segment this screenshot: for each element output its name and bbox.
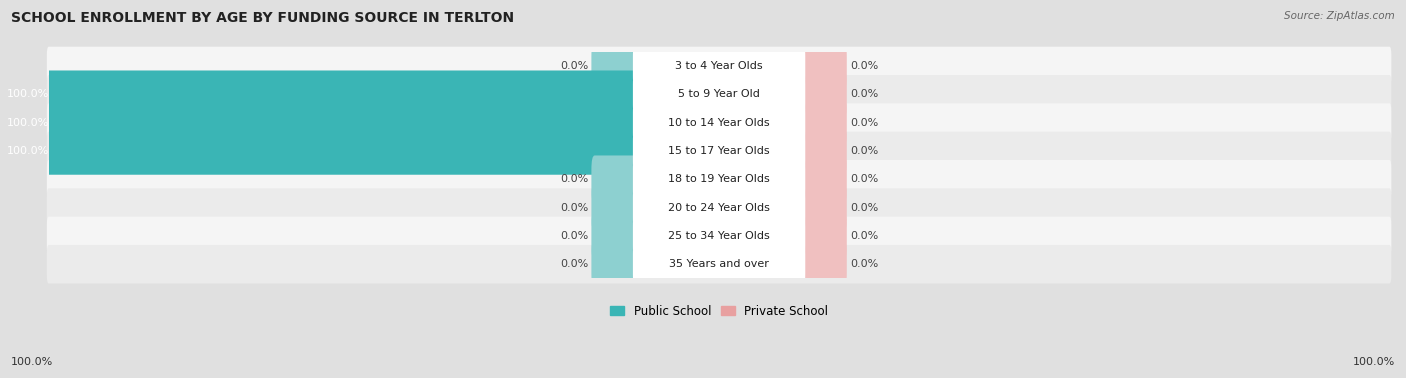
Text: 18 to 19 Year Olds: 18 to 19 Year Olds xyxy=(668,174,770,184)
Text: 0.0%: 0.0% xyxy=(851,231,879,241)
FancyBboxPatch shape xyxy=(592,184,640,231)
FancyBboxPatch shape xyxy=(0,70,640,118)
Text: 0.0%: 0.0% xyxy=(560,231,588,241)
Text: Source: ZipAtlas.com: Source: ZipAtlas.com xyxy=(1284,11,1395,21)
FancyBboxPatch shape xyxy=(633,155,806,203)
FancyBboxPatch shape xyxy=(46,132,1392,170)
FancyBboxPatch shape xyxy=(592,240,640,288)
FancyBboxPatch shape xyxy=(0,99,640,146)
Text: 0.0%: 0.0% xyxy=(560,174,588,184)
FancyBboxPatch shape xyxy=(799,42,846,90)
Text: 0.0%: 0.0% xyxy=(851,61,879,71)
Text: 100.0%: 100.0% xyxy=(1353,357,1395,367)
FancyBboxPatch shape xyxy=(633,212,806,260)
Text: 0.0%: 0.0% xyxy=(560,61,588,71)
Text: 0.0%: 0.0% xyxy=(851,174,879,184)
Text: 100.0%: 100.0% xyxy=(7,118,49,128)
FancyBboxPatch shape xyxy=(799,184,846,231)
FancyBboxPatch shape xyxy=(592,42,640,90)
FancyBboxPatch shape xyxy=(799,240,846,288)
FancyBboxPatch shape xyxy=(46,245,1392,284)
Legend: Public School, Private School: Public School, Private School xyxy=(605,300,832,322)
FancyBboxPatch shape xyxy=(799,127,846,175)
Text: 100.0%: 100.0% xyxy=(7,89,49,99)
Text: 3 to 4 Year Olds: 3 to 4 Year Olds xyxy=(675,61,763,71)
Text: 35 Years and over: 35 Years and over xyxy=(669,259,769,269)
FancyBboxPatch shape xyxy=(46,188,1392,227)
FancyBboxPatch shape xyxy=(633,127,806,175)
FancyBboxPatch shape xyxy=(46,160,1392,198)
FancyBboxPatch shape xyxy=(46,103,1392,142)
FancyBboxPatch shape xyxy=(0,127,640,175)
FancyBboxPatch shape xyxy=(633,184,806,231)
Text: 100.0%: 100.0% xyxy=(7,146,49,156)
Text: 25 to 34 Year Olds: 25 to 34 Year Olds xyxy=(668,231,770,241)
FancyBboxPatch shape xyxy=(633,42,806,90)
Text: 0.0%: 0.0% xyxy=(560,203,588,212)
Text: 0.0%: 0.0% xyxy=(851,146,879,156)
FancyBboxPatch shape xyxy=(633,70,806,118)
FancyBboxPatch shape xyxy=(799,99,846,146)
Text: 100.0%: 100.0% xyxy=(11,357,53,367)
FancyBboxPatch shape xyxy=(592,155,640,203)
Text: 0.0%: 0.0% xyxy=(851,203,879,212)
Text: SCHOOL ENROLLMENT BY AGE BY FUNDING SOURCE IN TERLTON: SCHOOL ENROLLMENT BY AGE BY FUNDING SOUR… xyxy=(11,11,515,25)
FancyBboxPatch shape xyxy=(46,75,1392,113)
Text: 0.0%: 0.0% xyxy=(851,118,879,128)
Text: 15 to 17 Year Olds: 15 to 17 Year Olds xyxy=(668,146,770,156)
FancyBboxPatch shape xyxy=(592,212,640,260)
FancyBboxPatch shape xyxy=(46,217,1392,255)
Text: 5 to 9 Year Old: 5 to 9 Year Old xyxy=(678,89,761,99)
FancyBboxPatch shape xyxy=(799,70,846,118)
Text: 0.0%: 0.0% xyxy=(851,89,879,99)
FancyBboxPatch shape xyxy=(633,240,806,288)
Text: 0.0%: 0.0% xyxy=(851,259,879,269)
Text: 10 to 14 Year Olds: 10 to 14 Year Olds xyxy=(668,118,770,128)
Text: 20 to 24 Year Olds: 20 to 24 Year Olds xyxy=(668,203,770,212)
FancyBboxPatch shape xyxy=(799,155,846,203)
FancyBboxPatch shape xyxy=(633,99,806,146)
FancyBboxPatch shape xyxy=(46,47,1392,85)
Text: 0.0%: 0.0% xyxy=(560,259,588,269)
FancyBboxPatch shape xyxy=(799,212,846,260)
